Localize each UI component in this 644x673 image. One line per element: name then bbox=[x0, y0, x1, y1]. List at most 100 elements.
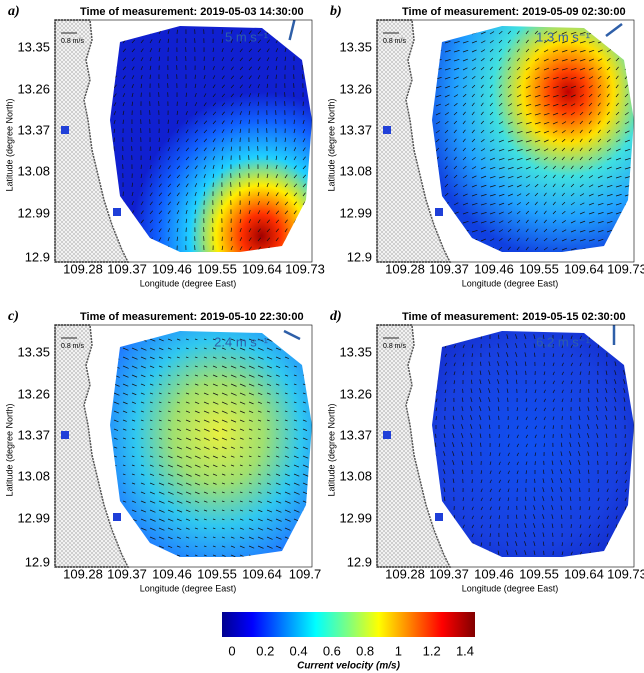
current-vector bbox=[275, 219, 280, 224]
current-vector bbox=[140, 446, 144, 449]
current-vector bbox=[167, 137, 170, 143]
current-vector bbox=[293, 374, 297, 377]
current-vector bbox=[203, 464, 210, 468]
velocity-field bbox=[110, 26, 312, 252]
current-vector bbox=[453, 193, 459, 197]
current-vector bbox=[302, 174, 307, 179]
current-vector bbox=[266, 428, 270, 431]
current-vector bbox=[122, 428, 127, 431]
current-vector bbox=[284, 419, 288, 422]
current-vector bbox=[525, 67, 530, 71]
current-vector bbox=[525, 103, 532, 107]
current-vector bbox=[302, 473, 309, 477]
current-vector bbox=[140, 473, 145, 476]
station bbox=[113, 513, 121, 521]
current-vector bbox=[471, 67, 476, 71]
x-tick-label: 109.37 bbox=[429, 261, 469, 276]
current-vector bbox=[552, 416, 555, 421]
current-vector bbox=[257, 401, 262, 404]
current-vector bbox=[444, 389, 447, 394]
current-vector bbox=[212, 164, 215, 170]
current-vector bbox=[480, 166, 486, 170]
current-vector bbox=[230, 455, 235, 458]
current-vector bbox=[498, 515, 501, 520]
current-vector bbox=[543, 157, 548, 161]
current-vector bbox=[534, 122, 541, 125]
current-vector bbox=[579, 371, 582, 376]
current-vector bbox=[560, 505, 563, 511]
current-vector bbox=[266, 74, 269, 80]
current-vector bbox=[570, 41, 577, 44]
current-vector bbox=[140, 392, 145, 395]
current-vector bbox=[158, 338, 164, 342]
current-vector bbox=[435, 147, 440, 152]
current-vector bbox=[507, 139, 514, 143]
current-vector bbox=[293, 192, 298, 197]
current-vector bbox=[212, 84, 216, 89]
current-vector bbox=[453, 371, 456, 376]
current-vector bbox=[140, 437, 144, 440]
current-vector bbox=[239, 536, 245, 540]
current-vector bbox=[167, 473, 174, 477]
current-vector bbox=[533, 343, 536, 349]
current-vector bbox=[266, 219, 270, 224]
current-vector bbox=[570, 165, 574, 170]
current-vector bbox=[525, 76, 531, 80]
current-vector bbox=[140, 66, 143, 71]
current-vector bbox=[525, 166, 531, 170]
current-vector bbox=[534, 183, 539, 188]
current-vector bbox=[131, 75, 135, 80]
current-vector bbox=[453, 344, 456, 349]
current-vector bbox=[587, 451, 590, 457]
current-vector bbox=[470, 379, 473, 385]
current-vector bbox=[597, 524, 600, 529]
current-vector bbox=[257, 383, 263, 387]
current-vector bbox=[614, 397, 617, 403]
current-vector bbox=[623, 406, 626, 412]
current-vector bbox=[167, 392, 171, 395]
current-vector bbox=[471, 344, 474, 349]
current-vector bbox=[498, 461, 501, 466]
current-vector bbox=[606, 194, 613, 197]
y-axis-label: Latitude (degree North) bbox=[4, 403, 14, 496]
current-vector bbox=[516, 121, 523, 125]
current-vector bbox=[516, 48, 520, 53]
current-vector bbox=[507, 149, 514, 152]
current-vector bbox=[212, 120, 217, 125]
current-vector bbox=[266, 500, 272, 504]
current-vector bbox=[498, 246, 503, 251]
current-vector bbox=[221, 536, 225, 539]
current-vector bbox=[606, 506, 609, 511]
current-vector bbox=[131, 428, 135, 431]
current-vector bbox=[212, 554, 217, 557]
current-vector bbox=[597, 212, 604, 215]
current-vector bbox=[461, 424, 464, 430]
current-vector bbox=[570, 85, 577, 89]
y-tick-label: 13.37 bbox=[339, 427, 372, 442]
current-vector bbox=[462, 506, 465, 511]
current-vector bbox=[561, 59, 568, 62]
current-vector bbox=[302, 165, 307, 170]
current-vector bbox=[534, 30, 539, 35]
current-vector bbox=[444, 147, 448, 152]
y-tick-label: 13.35 bbox=[17, 344, 50, 359]
current-vector bbox=[221, 545, 226, 548]
current-vector bbox=[443, 451, 446, 457]
current-vector bbox=[284, 192, 289, 197]
current-vector bbox=[506, 352, 509, 358]
current-vector bbox=[579, 487, 581, 493]
current-vector bbox=[498, 541, 500, 547]
current-vector bbox=[570, 220, 576, 224]
current-vector bbox=[597, 67, 602, 71]
x-tick-label: 109.64 bbox=[242, 261, 282, 276]
current-vector bbox=[597, 238, 604, 242]
current-vector bbox=[221, 455, 227, 458]
current-vector bbox=[516, 434, 519, 439]
current-vector bbox=[176, 419, 181, 422]
current-vector bbox=[542, 478, 545, 484]
current-vector bbox=[596, 379, 599, 385]
current-vector bbox=[470, 442, 473, 448]
current-vector bbox=[453, 120, 458, 125]
current-vector bbox=[615, 488, 618, 493]
current-vector bbox=[579, 335, 582, 340]
